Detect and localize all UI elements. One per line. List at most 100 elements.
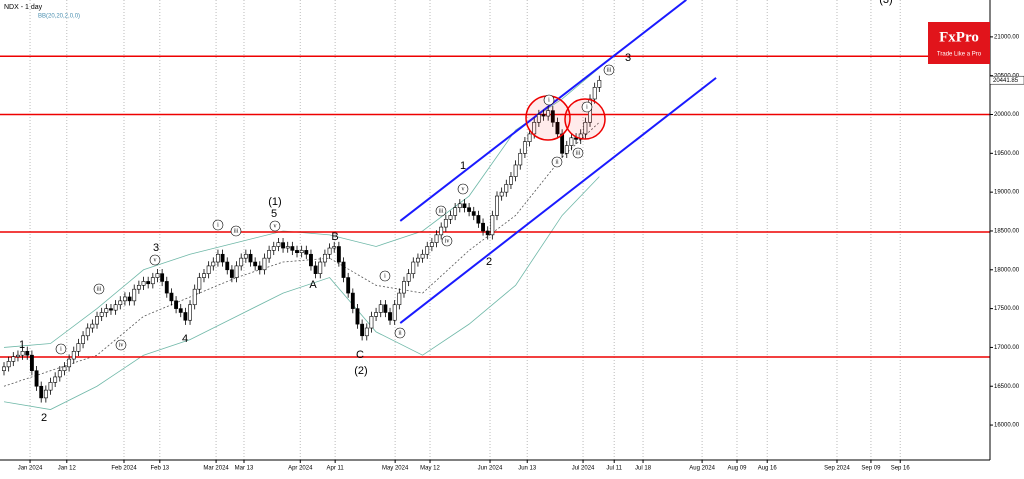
candle-body [322, 253, 327, 263]
wave-circle [212, 219, 224, 231]
y-tick-label: 17500.00 [994, 306, 1020, 312]
wave-circle [55, 343, 67, 355]
candle-body [597, 80, 602, 88]
candle-body [141, 281, 146, 286]
candle-body [467, 207, 472, 212]
minor-wave-label: i [217, 222, 219, 228]
candle-body [183, 312, 188, 321]
candle-body [34, 370, 39, 387]
candle-body [164, 281, 169, 294]
candle-body [392, 304, 397, 321]
candle-body [39, 385, 44, 399]
candle-body [206, 265, 211, 274]
x-tick-label: Apr 2024 [288, 466, 313, 472]
logo-brand: FxPro [939, 29, 979, 45]
candle-body [85, 327, 90, 337]
candle-body [248, 253, 253, 263]
y-tick-label: 20000.00 [994, 112, 1020, 118]
plot-area [0, 0, 990, 460]
y-tick-label: 17000.00 [994, 345, 1020, 351]
wave-circle [115, 339, 127, 351]
wave-circle [551, 156, 563, 168]
candle-body [53, 376, 58, 383]
candle-body [174, 300, 179, 309]
wave-label: C [356, 349, 364, 361]
candle-body [443, 219, 448, 228]
candle-body [20, 351, 25, 356]
candle-body [327, 247, 332, 255]
candle-body [411, 261, 416, 274]
candle-body [336, 246, 341, 263]
wave-label: 1 [19, 339, 25, 351]
x-tick-label: Aug 09 [727, 466, 747, 472]
x-tick-label: Jun 2024 [478, 466, 503, 472]
last-price-box [989, 75, 1024, 85]
candle-body [527, 133, 532, 142]
candle-body [425, 246, 430, 255]
candle-body [281, 242, 285, 249]
candle-body [439, 226, 444, 236]
candle-body [57, 370, 62, 378]
candle-body [136, 285, 141, 290]
candle-body [569, 137, 574, 146]
minor-wave-label: i [60, 346, 62, 352]
candle-body [374, 312, 379, 317]
candle-body [202, 273, 206, 278]
wave-label: 3 [625, 52, 631, 64]
minor-wave-label: i [384, 273, 386, 279]
bollinger-lower [3, 176, 600, 410]
candle-body [95, 316, 99, 325]
x-tick-label: Jul 11 [606, 466, 622, 472]
candle-body [346, 277, 351, 294]
candle-body [360, 323, 365, 337]
x-tick-label: Aug 16 [758, 466, 778, 472]
candle-body [127, 296, 132, 302]
candle-body [48, 382, 53, 391]
minor-wave-label: iii [96, 286, 101, 292]
x-tick-label: Jul 18 [635, 466, 652, 472]
candle-body [262, 257, 267, 271]
x-tick-label: Apr 11 [327, 466, 345, 472]
candle-body [485, 230, 490, 236]
candle-body [160, 273, 165, 282]
minor-wave-label: i [548, 97, 550, 103]
candle-body [122, 296, 127, 302]
candle-body [509, 176, 513, 185]
candle-body [290, 246, 295, 251]
candle-body [350, 292, 355, 309]
wave-label: 5 [271, 208, 277, 220]
x-tick-label: May 12 [420, 466, 440, 472]
candle-body [285, 246, 290, 249]
candle-body [109, 308, 113, 311]
candle-body [555, 121, 560, 135]
candle-body [2, 366, 6, 372]
wave-circle [149, 254, 161, 266]
bollinger-middle [3, 121, 600, 387]
candle-body [513, 164, 518, 177]
candle-body [402, 281, 406, 294]
wave-circle [441, 235, 453, 247]
x-tick-label: May 2024 [382, 466, 409, 472]
minor-wave-label: ii [398, 330, 402, 336]
wave-label: 3 [153, 242, 159, 254]
candle-body [341, 261, 346, 278]
candle-body [299, 250, 304, 254]
candle-body [216, 253, 220, 263]
candle-body [332, 246, 337, 249]
candle-body [457, 203, 462, 208]
minor-wave-label: ii [555, 159, 559, 165]
candle-body [550, 110, 555, 123]
x-tick-label: Mar 13 [235, 466, 254, 472]
wave-circle [93, 283, 105, 295]
candle-body [504, 184, 509, 193]
x-tick-label: Feb 13 [150, 466, 169, 472]
wave-circle [230, 225, 242, 237]
candle-body [220, 253, 225, 263]
x-tick-label: Aug 2024 [689, 466, 715, 472]
candle-body [583, 121, 588, 135]
candle-body [271, 246, 276, 251]
candle-body [383, 304, 388, 313]
minor-wave-label: v [462, 186, 465, 192]
last-price-label: 20441.85 [993, 78, 1019, 84]
